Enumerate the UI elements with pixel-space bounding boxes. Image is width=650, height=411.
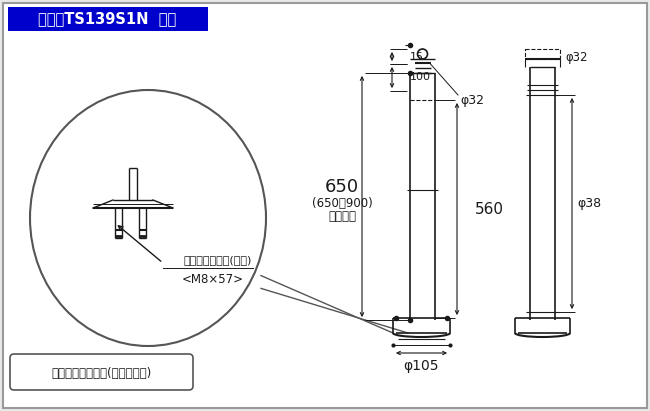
Text: φ32: φ32 <box>565 51 588 64</box>
Text: φ38: φ38 <box>577 197 601 210</box>
Text: 調整可能: 調整可能 <box>328 210 356 223</box>
Ellipse shape <box>30 90 266 346</box>
Text: 650: 650 <box>325 178 359 196</box>
Text: 560: 560 <box>475 201 504 217</box>
Text: 100: 100 <box>410 72 431 83</box>
Text: 材質：ステンレス(鏡面仕上げ): 材質：ステンレス(鏡面仕上げ) <box>52 367 152 379</box>
Text: φ32: φ32 <box>460 93 484 106</box>
Text: アンカーボルト(同梱): アンカーボルト(同梱) <box>183 255 252 265</box>
Text: <M8×57>: <M8×57> <box>182 272 244 286</box>
Text: 15: 15 <box>410 51 424 62</box>
FancyBboxPatch shape <box>3 3 647 408</box>
FancyBboxPatch shape <box>8 7 208 31</box>
Text: 受支柱TS139S1N  寸法: 受支柱TS139S1N 寸法 <box>38 12 176 26</box>
Text: φ105: φ105 <box>404 359 439 373</box>
FancyBboxPatch shape <box>10 354 193 390</box>
Text: (650～900): (650～900) <box>311 197 372 210</box>
